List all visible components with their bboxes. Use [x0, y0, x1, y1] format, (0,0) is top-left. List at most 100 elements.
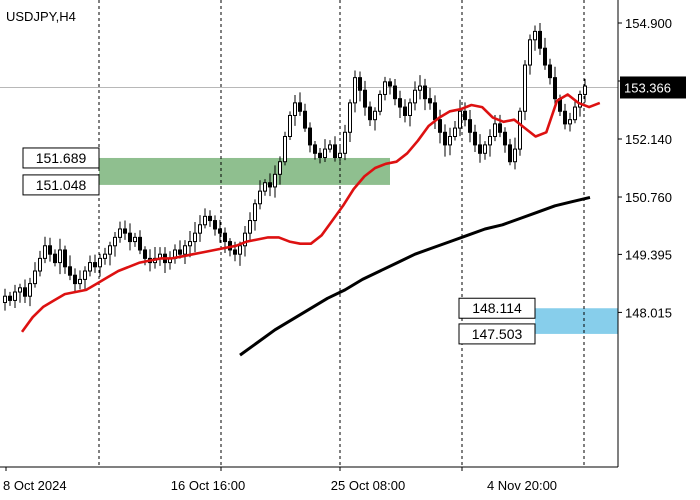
candle-body [403, 106, 407, 116]
candle-body [328, 144, 332, 150]
candle-body [33, 270, 37, 285]
candle-body [268, 182, 272, 188]
candle-body [388, 81, 392, 87]
candle-body [218, 228, 222, 234]
candle-body [508, 144, 512, 163]
vertical-gridlines [0, 0, 618, 467]
chart-title: USDJPY,H4 [6, 9, 76, 24]
candle-body [238, 245, 242, 255]
candle-body [298, 102, 302, 112]
candle-body [488, 135, 492, 146]
candle-body [193, 232, 197, 243]
candle-body [533, 30, 537, 41]
y-tick-label: 148.015 [625, 305, 672, 320]
candle-body [443, 131, 447, 146]
candle-body [8, 295, 12, 301]
candle-body [53, 253, 57, 264]
candle-body [448, 135, 452, 146]
candle-body [263, 182, 267, 192]
candle-body [183, 245, 187, 255]
candle-body [13, 291, 17, 301]
candle-body [493, 123, 497, 137]
candle-body [398, 98, 402, 108]
resistance-zone [99, 157, 390, 185]
candle-body [253, 203, 257, 222]
candle-body [453, 127, 457, 137]
candle-body [463, 110, 467, 121]
candles-layer [3, 23, 587, 311]
candle-body [3, 295, 7, 304]
candle-body [458, 110, 462, 129]
x-tick-label: 4 Nov 20:00 [487, 478, 557, 493]
candle-body [313, 144, 317, 154]
candle-body [203, 215, 207, 226]
candle-body [568, 119, 572, 125]
candle-body [128, 232, 132, 243]
resistance-zone-upper-label-box [22, 147, 100, 169]
candle-body [483, 144, 487, 154]
candle-body [333, 144, 337, 159]
candle-body [88, 262, 92, 272]
candle-body [573, 106, 577, 121]
candle-body [273, 173, 277, 188]
candle-body [413, 89, 417, 104]
y-tick-label: 149.395 [625, 247, 672, 262]
support-zone-lower-label: 147.503 [472, 326, 523, 342]
candle-body [73, 274, 77, 285]
x-tick-label: 8 Oct 2024 [3, 478, 67, 493]
candle-body [543, 47, 547, 66]
candle-body [423, 85, 427, 100]
candle-body [353, 77, 357, 104]
candle-body [358, 77, 362, 91]
overlay-layer: 151.689151.048148.114147.503154.900153.5… [0, 0, 686, 493]
candle-body [468, 119, 472, 133]
y-tick-label: 150.760 [625, 190, 672, 205]
candle-body [48, 245, 52, 255]
candle-body [553, 77, 557, 100]
candle-body [133, 236, 137, 243]
candle-body [178, 249, 182, 255]
candle-body [393, 85, 397, 100]
candle-body [498, 123, 502, 133]
short-moving-average-line [20, 93, 601, 333]
candle-body [518, 110, 522, 150]
candle-body [513, 148, 517, 163]
candle-body [303, 110, 307, 129]
candle-body [278, 161, 282, 175]
candle-body [68, 266, 72, 276]
candle-body [373, 110, 377, 121]
candle-body [38, 257, 42, 272]
candle-body [143, 249, 147, 259]
candle-body [538, 30, 542, 49]
candle-body [208, 215, 212, 222]
candle-body [383, 81, 387, 95]
candle-body [93, 262, 97, 268]
x-tick-label: 16 Oct 16:00 [171, 478, 245, 493]
candle-body [323, 148, 327, 159]
resistance-zone-lower-label: 151.048 [36, 177, 87, 193]
candle-body [223, 232, 227, 243]
y-tick-label: 154.900 [625, 16, 672, 31]
support-zone [535, 308, 618, 334]
candle-body [363, 89, 367, 108]
candle-body [343, 131, 347, 154]
candle-body [233, 249, 237, 255]
candle-body [28, 283, 32, 297]
candle-body [108, 245, 112, 255]
candle-body [428, 98, 432, 104]
candle-body [338, 152, 342, 159]
candle-body [118, 228, 122, 238]
candle-body [523, 64, 527, 112]
moving-averages-layer [20, 93, 601, 357]
candle-body [433, 102, 437, 121]
support-zone-lower-label-box [458, 323, 536, 345]
candle-body [563, 110, 567, 125]
candle-body [583, 85, 587, 95]
candle-body [113, 236, 117, 247]
candle-body [418, 85, 422, 91]
candle-body [293, 102, 297, 116]
y-tick-label: 152.140 [625, 132, 672, 147]
candle-body [528, 39, 532, 66]
candle-body [83, 270, 87, 280]
